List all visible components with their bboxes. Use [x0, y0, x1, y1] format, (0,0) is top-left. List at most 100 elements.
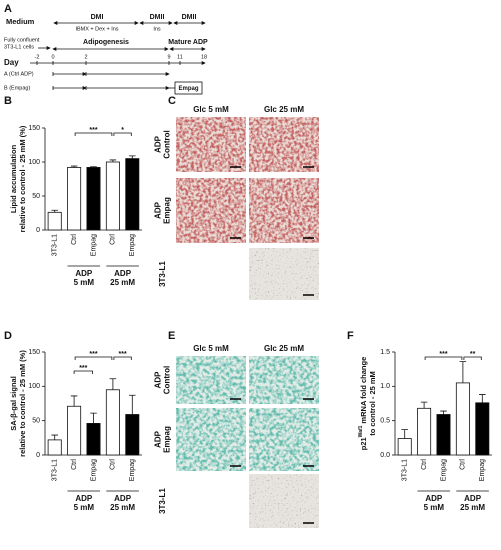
- y-label-sup: Waf1: [358, 425, 364, 437]
- significance-bracket: [463, 356, 482, 360]
- bar: [475, 402, 490, 456]
- panel-label: A: [4, 3, 12, 15]
- medium-name: DMI: [91, 14, 104, 21]
- group-name: ADP: [75, 269, 93, 278]
- bar: [67, 405, 82, 456]
- y-tick-label: 50: [32, 418, 40, 425]
- stain-texture: [249, 178, 319, 243]
- bar: [47, 211, 62, 231]
- row-label: ADP: [154, 371, 163, 389]
- bar: [455, 382, 470, 456]
- tick: [52, 86, 87, 90]
- group-detail: 5 mM: [74, 278, 95, 287]
- y-tick-label: 1.0: [380, 383, 390, 390]
- stain-texture: [249, 408, 319, 471]
- column-header: Glc 25 mM: [264, 344, 304, 353]
- error-bar: [109, 159, 117, 162]
- bar: [125, 158, 140, 231]
- y-axis-label: to control - 25 mM: [368, 371, 377, 436]
- y-axis-label: Lipid accumulation: [9, 144, 18, 213]
- phase-label: Mature ADP: [168, 39, 208, 46]
- column-header: Glc 5 mM: [193, 344, 229, 353]
- y-tick-label: 0: [36, 227, 40, 234]
- group-detail: 25 mM: [110, 278, 135, 287]
- panel-label: F: [347, 330, 354, 342]
- bar: [397, 438, 412, 456]
- medium-name: DMII: [150, 14, 165, 21]
- row-label: ADP: [154, 430, 163, 448]
- x-tick-label: 3T3-L1: [52, 234, 59, 256]
- error-bar: [479, 394, 486, 403]
- significance-bracket: [424, 356, 463, 360]
- y-tick-label: 150: [28, 125, 40, 132]
- day-tick-label: -2: [35, 54, 40, 60]
- stain-texture: [249, 356, 319, 404]
- y-axis-label: SA-β-gal signal: [9, 376, 18, 431]
- group-name: ADP: [114, 494, 132, 503]
- bar: [86, 423, 101, 456]
- group-detail: 5 mM: [74, 503, 95, 512]
- stain-texture: [249, 474, 319, 528]
- treatment-box: [174, 81, 203, 95]
- error-bar: [70, 165, 78, 168]
- start-label: 3T3-L1 cells: [4, 44, 34, 50]
- panel-label: C: [168, 95, 176, 107]
- bar: [105, 161, 120, 231]
- bar: [417, 407, 432, 456]
- significance-label: ***: [119, 351, 127, 358]
- phase-label: Adipogenesis: [83, 39, 129, 46]
- column-header: Glc 25 mM: [264, 105, 304, 114]
- y-axis-label: p21Waf1mRNA fold change: [358, 357, 368, 451]
- y-axis-label: relative to control - 25 mM (%): [18, 350, 27, 457]
- medium-detail: IBMX + Dex + Ins: [75, 26, 118, 32]
- error-bar: [420, 401, 428, 409]
- significance-label: ***: [439, 351, 447, 358]
- y-label-part: p21: [359, 437, 368, 450]
- error-bar: [90, 412, 97, 424]
- row-label: ADP: [154, 135, 163, 153]
- row-label: 3T3-L1: [158, 488, 167, 514]
- significance-label: ***: [89, 127, 97, 134]
- day-tick: [36, 61, 181, 65]
- error-bar: [440, 410, 447, 415]
- row-label: Empag: [163, 197, 172, 224]
- x-tick-label: Ctrl: [110, 234, 117, 245]
- y-tick-label: 100: [28, 159, 40, 166]
- significance-label: ***: [79, 365, 87, 372]
- x-tick-label: Ctrl: [110, 459, 117, 470]
- x-tick-label: Empag: [129, 234, 136, 256]
- significance-label: ***: [89, 351, 97, 358]
- significance-label: *: [121, 127, 124, 134]
- error-bar: [129, 394, 136, 415]
- medium-detail: Ins: [153, 26, 161, 32]
- y-tick-label: 0.0: [380, 452, 390, 459]
- stain-texture: [176, 408, 246, 471]
- treatment-label: Empag: [178, 86, 198, 92]
- significance-bracket: [113, 132, 132, 136]
- x-tick-label: Ctrl: [460, 459, 467, 470]
- day-tick-label: 11: [177, 54, 183, 60]
- row-label: Empag: [163, 426, 172, 453]
- stain-texture: [176, 178, 246, 243]
- group-label: A (Ctrl ADP): [4, 71, 34, 77]
- row-label: ADP: [154, 201, 163, 219]
- y-tick-label: 50: [32, 193, 40, 200]
- y-tick-label: 100: [28, 383, 40, 390]
- y-label-part: mRNA fold change: [359, 357, 368, 424]
- significance-bracket: [74, 356, 113, 360]
- group-name: ADP: [75, 494, 93, 503]
- group-label: B (Empag): [4, 85, 30, 91]
- panel-label: D: [4, 330, 12, 342]
- bar: [436, 414, 451, 456]
- day-tick-label: 9: [167, 54, 170, 60]
- x-tick-label: Empag: [479, 459, 486, 481]
- row-label: 3T3-L1: [158, 261, 167, 287]
- significance-bracket: [113, 356, 132, 360]
- panel-label: B: [4, 95, 12, 107]
- group-name: ADP: [425, 494, 443, 503]
- group-detail: 5 mM: [424, 503, 445, 512]
- x-tick-label: 3T3-L1: [52, 459, 59, 481]
- row-label: Control: [163, 366, 172, 394]
- column-header: Glc 5 mM: [193, 105, 229, 114]
